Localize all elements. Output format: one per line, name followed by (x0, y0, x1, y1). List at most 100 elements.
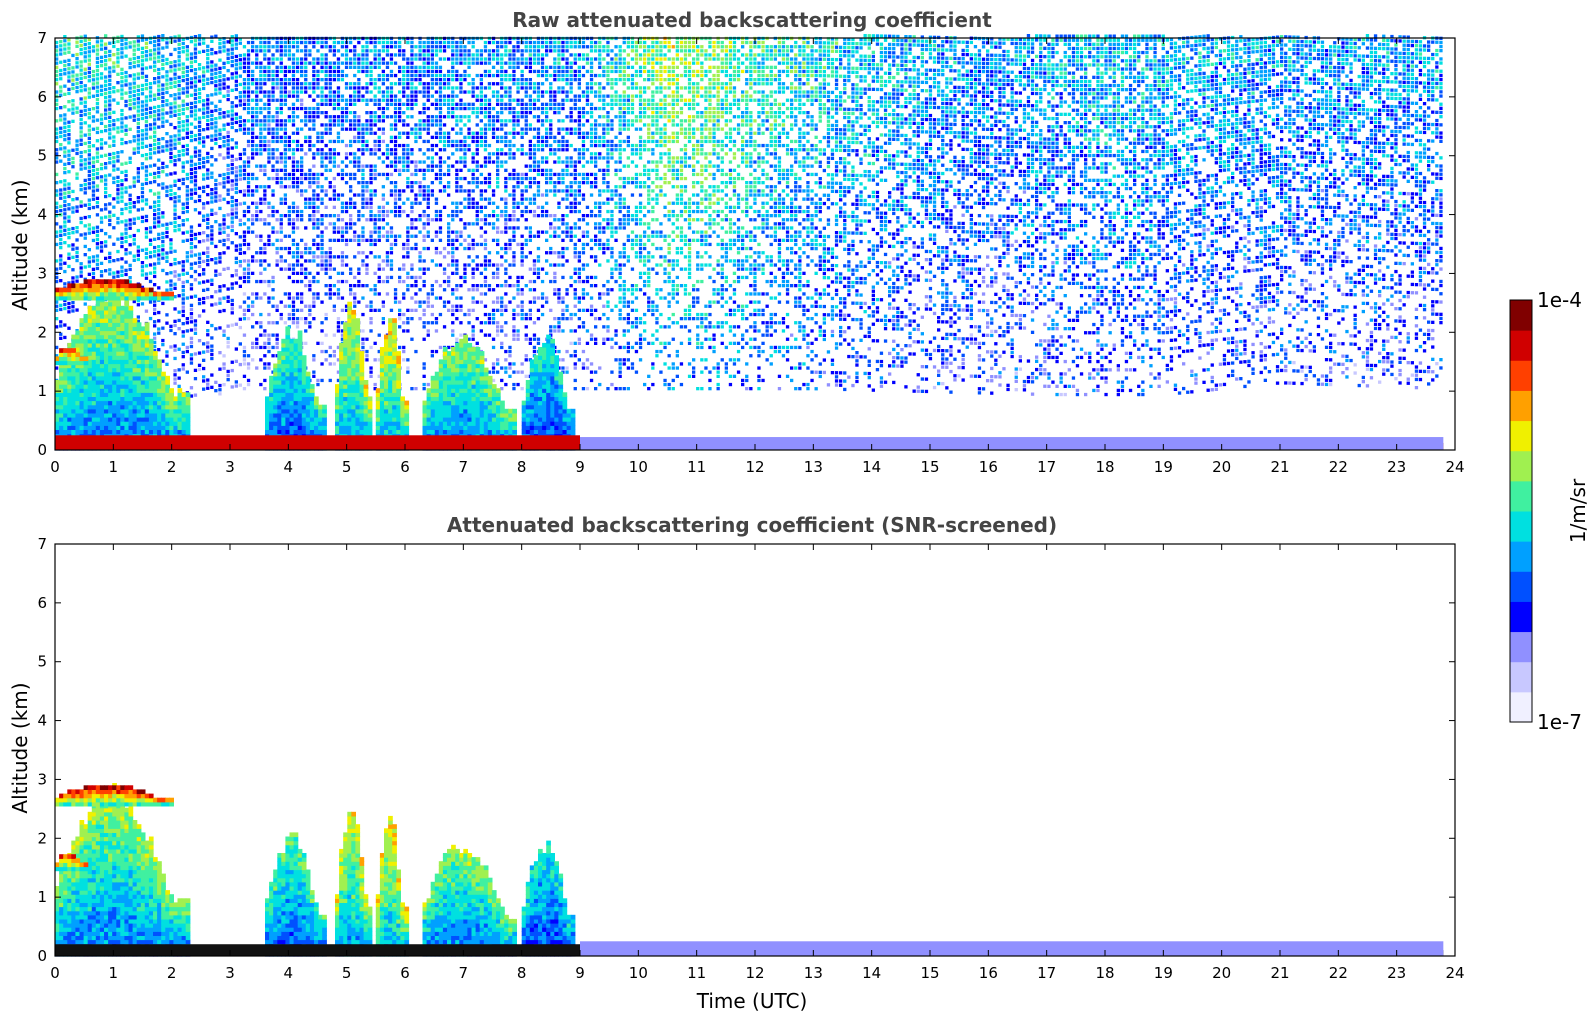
noise-pixel (369, 300, 373, 304)
noise-pixel (173, 171, 177, 175)
noise-pixel (332, 193, 336, 197)
noise-pixel (332, 45, 336, 49)
noise-pixel (206, 65, 210, 69)
noise-pixel (218, 128, 222, 132)
noise-pixel (83, 51, 87, 55)
noise-pixel (361, 263, 365, 267)
noise-pixel (177, 376, 181, 380)
noise-pixel (275, 209, 279, 214)
noise-pixel (161, 211, 165, 215)
noise-pixel (369, 40, 373, 45)
noise-pixel (193, 51, 198, 55)
noise-pixel (165, 70, 169, 74)
noise-pixel (206, 98, 210, 102)
noise-pixel (373, 382, 377, 387)
noise-pixel (279, 90, 283, 94)
noise-pixel (467, 181, 471, 185)
noise-pixel (128, 41, 132, 45)
noise-pixel (108, 107, 112, 111)
noise-pixel (75, 81, 79, 86)
noise-pixel (406, 69, 410, 74)
noise-pixel (377, 78, 381, 82)
noise-pixel (271, 345, 275, 350)
noise-pixel (161, 116, 165, 120)
noise-pixel (295, 325, 300, 329)
noise-pixel (202, 140, 206, 144)
noise-pixel (455, 308, 459, 312)
noise-pixel (438, 86, 443, 90)
noise-pixel (267, 222, 271, 226)
noise-pixel (173, 381, 177, 385)
noise-pixel (128, 234, 132, 239)
noise-pixel (291, 185, 296, 189)
noise-pixel (475, 209, 479, 214)
noise-pixel (242, 193, 247, 197)
noise-pixel (189, 196, 194, 200)
noise-pixel (144, 276, 149, 280)
noise-pixel (422, 57, 426, 61)
noise-pixel (214, 187, 218, 191)
noise-pixel (455, 267, 459, 271)
noise-pixel (410, 205, 414, 209)
noise-pixel (442, 267, 447, 271)
noise-pixel (55, 156, 59, 160)
noise-pixel (255, 53, 259, 57)
noise-pixel (55, 98, 59, 102)
noise-pixel (447, 222, 451, 226)
noise-pixel (430, 78, 434, 82)
noise-pixel (181, 260, 185, 264)
noise-pixel (108, 82, 112, 87)
noise-pixel (226, 287, 230, 291)
noise-pixel (308, 271, 312, 275)
noise-pixel (108, 41, 112, 45)
noise-pixel (132, 73, 136, 77)
noise-pixel (246, 189, 251, 193)
noise-pixel (455, 201, 459, 205)
noise-pixel (320, 242, 324, 247)
noise-pixel (189, 237, 194, 242)
noise-pixel (312, 205, 316, 209)
noise-pixel (336, 123, 341, 127)
noise-pixel (300, 57, 304, 61)
noise-pixel (181, 313, 185, 318)
noise-pixel (234, 207, 238, 211)
noise-pixel (279, 139, 283, 144)
noise-pixel (426, 57, 430, 61)
noise-pixel (479, 82, 483, 86)
noise-pixel (169, 110, 173, 114)
noise-pixel (377, 135, 381, 139)
noise-pixel (393, 193, 398, 197)
noise-pixel (67, 310, 71, 314)
noise-pixel (328, 238, 332, 242)
noise-pixel (365, 57, 369, 61)
noise-pixel (434, 40, 439, 45)
noise-pixel (67, 281, 71, 285)
noise-pixel (104, 63, 108, 67)
noise-pixel (238, 276, 242, 280)
noise-pixel (389, 98, 394, 102)
noise-pixel (483, 275, 488, 280)
noise-pixel (75, 250, 79, 254)
noise-pixel (336, 226, 341, 230)
noise-pixel (206, 155, 210, 160)
noise-pixel (124, 248, 128, 252)
noise-pixel (300, 296, 304, 300)
noise-pixel (55, 45, 59, 49)
noise-pixel (349, 94, 353, 98)
noise-pixel (430, 259, 434, 263)
noise-pixel (153, 324, 157, 328)
noise-pixel (63, 261, 67, 265)
noise-pixel (259, 49, 263, 53)
noise-pixel (189, 250, 194, 254)
noise-pixel (442, 246, 447, 251)
noise-pixel (336, 279, 341, 284)
noise-pixel (487, 73, 492, 78)
noise-pixel (181, 41, 185, 46)
noise-pixel (300, 308, 304, 312)
noise-pixel (153, 217, 157, 221)
noise-pixel (475, 341, 479, 345)
noise-pixel (406, 271, 410, 275)
noise-pixel (475, 168, 479, 172)
noise-pixel (132, 114, 136, 118)
noise-pixel (442, 135, 447, 139)
